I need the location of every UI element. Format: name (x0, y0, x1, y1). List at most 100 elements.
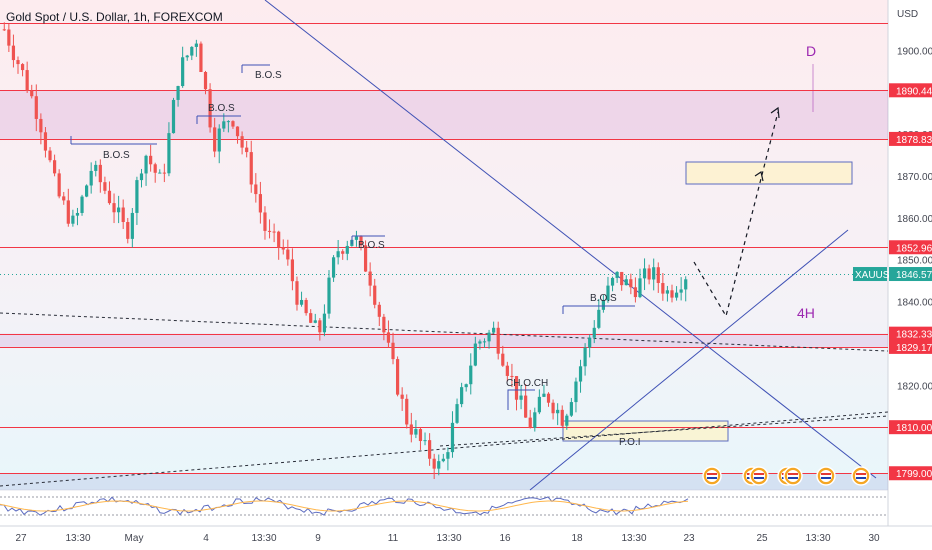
projection-arrow-mid (754, 171, 764, 182)
candle-body (405, 398, 409, 425)
candle-body (263, 212, 267, 231)
candlestick-series (2, 22, 688, 480)
time-label: 27 (15, 533, 27, 544)
plot-area[interactable] (0, 0, 888, 490)
candle-body (528, 417, 532, 428)
candle-body (7, 29, 11, 46)
us-flag-event-icon-inner (787, 470, 799, 482)
projection-arrow-top (770, 106, 780, 119)
current-price-badge (889, 267, 932, 282)
time-label: May (125, 533, 144, 544)
candle-body (336, 251, 340, 258)
us-flag-stripe-icon (754, 477, 764, 479)
candle-body (679, 289, 683, 293)
candle-body (327, 277, 331, 314)
trendline-descending (264, 0, 877, 479)
trendline-ascending (529, 229, 849, 491)
us-flag-event-icon-inner (820, 470, 832, 482)
time-label: 4 (203, 533, 209, 544)
candle-body (231, 121, 235, 127)
candle-body (647, 268, 651, 280)
candle-body (85, 185, 89, 197)
candle-body (460, 387, 464, 405)
candle-body (313, 320, 317, 323)
us-flag-event-icon-inner (706, 470, 718, 482)
time-label: 16 (499, 533, 511, 544)
candle-body (181, 57, 185, 87)
dotted-trendline-mid (439, 415, 889, 447)
bos-label: B.O.S (590, 293, 617, 304)
price-badge-label: 1878.83 (896, 135, 932, 146)
time-axis-labels: 27 13:30 May 4 13:30 9 11 13:30 16 18 13:30 23 25 13:… (15, 533, 880, 544)
us-flag-stripe-icon (856, 477, 866, 479)
candle-body (203, 72, 208, 90)
candle-body (670, 290, 674, 298)
price-badge-label: 1890.44 (896, 86, 932, 97)
candle-body (551, 402, 555, 414)
poi-box (562, 420, 729, 442)
dotted-trendline-upper (0, 312, 889, 352)
price-badge (889, 339, 932, 354)
candle-body (167, 133, 171, 174)
candle-body (190, 46, 194, 56)
candle-body (674, 292, 679, 298)
horizontal-levels (0, 23, 888, 474)
candle-body (524, 395, 528, 418)
zone-label-d: D (806, 43, 816, 59)
candle-body (615, 271, 619, 278)
time-label: 23 (683, 533, 695, 544)
candle-body (363, 245, 368, 272)
time-label: 9 (315, 533, 321, 544)
choch-label: CH.O.CH (506, 378, 548, 389)
candle-body (492, 327, 496, 333)
candle-body (30, 90, 34, 97)
candle-body (565, 415, 569, 426)
time-axis[interactable] (0, 526, 932, 550)
candle-body (71, 215, 75, 224)
candle-body (597, 309, 601, 328)
candle-body (665, 290, 670, 294)
candle-body (98, 164, 102, 183)
time-label: 13:30 (805, 533, 830, 544)
candle-body (80, 196, 84, 213)
economic-event-icons (702, 466, 871, 486)
time-label: 18 (571, 533, 583, 544)
us-flag-event-icon-inner (753, 470, 765, 482)
candle-body (126, 222, 130, 239)
candle-body (153, 164, 157, 173)
price-badge-label: 1810.00 (896, 423, 932, 434)
candle-body (208, 89, 212, 128)
dotted-trendline-lower (0, 411, 889, 487)
candle-body (176, 86, 180, 100)
candle-body (286, 249, 290, 260)
candle-body (341, 251, 345, 254)
us-flag-stripe-icon (788, 477, 798, 479)
bos-label: B.O.S (255, 70, 282, 81)
candle-body (112, 203, 116, 213)
candle-body (62, 196, 66, 201)
candle-body (583, 347, 587, 367)
candle-body (482, 341, 487, 343)
candle-body (437, 461, 441, 469)
candle-body (162, 172, 166, 174)
candle-body (684, 279, 688, 290)
candle-body (66, 200, 70, 224)
candle-body (469, 365, 473, 385)
candle-body (194, 43, 198, 47)
us-flag-event-icon-inner (855, 470, 867, 482)
us-flag-stripe-icon (821, 473, 831, 475)
candle-body (418, 429, 423, 442)
candle-body (652, 267, 656, 280)
candle-body (638, 278, 642, 298)
candle-body (117, 207, 121, 213)
candle-body (199, 43, 203, 73)
candle-body (304, 299, 308, 314)
candle-body (414, 429, 418, 435)
candle-body (395, 359, 400, 395)
candle-body (43, 132, 48, 151)
time-label: 13:30 (251, 533, 276, 544)
us-flag-stripe-icon (821, 477, 831, 479)
candle-body (537, 396, 541, 413)
price-badge (889, 326, 932, 341)
